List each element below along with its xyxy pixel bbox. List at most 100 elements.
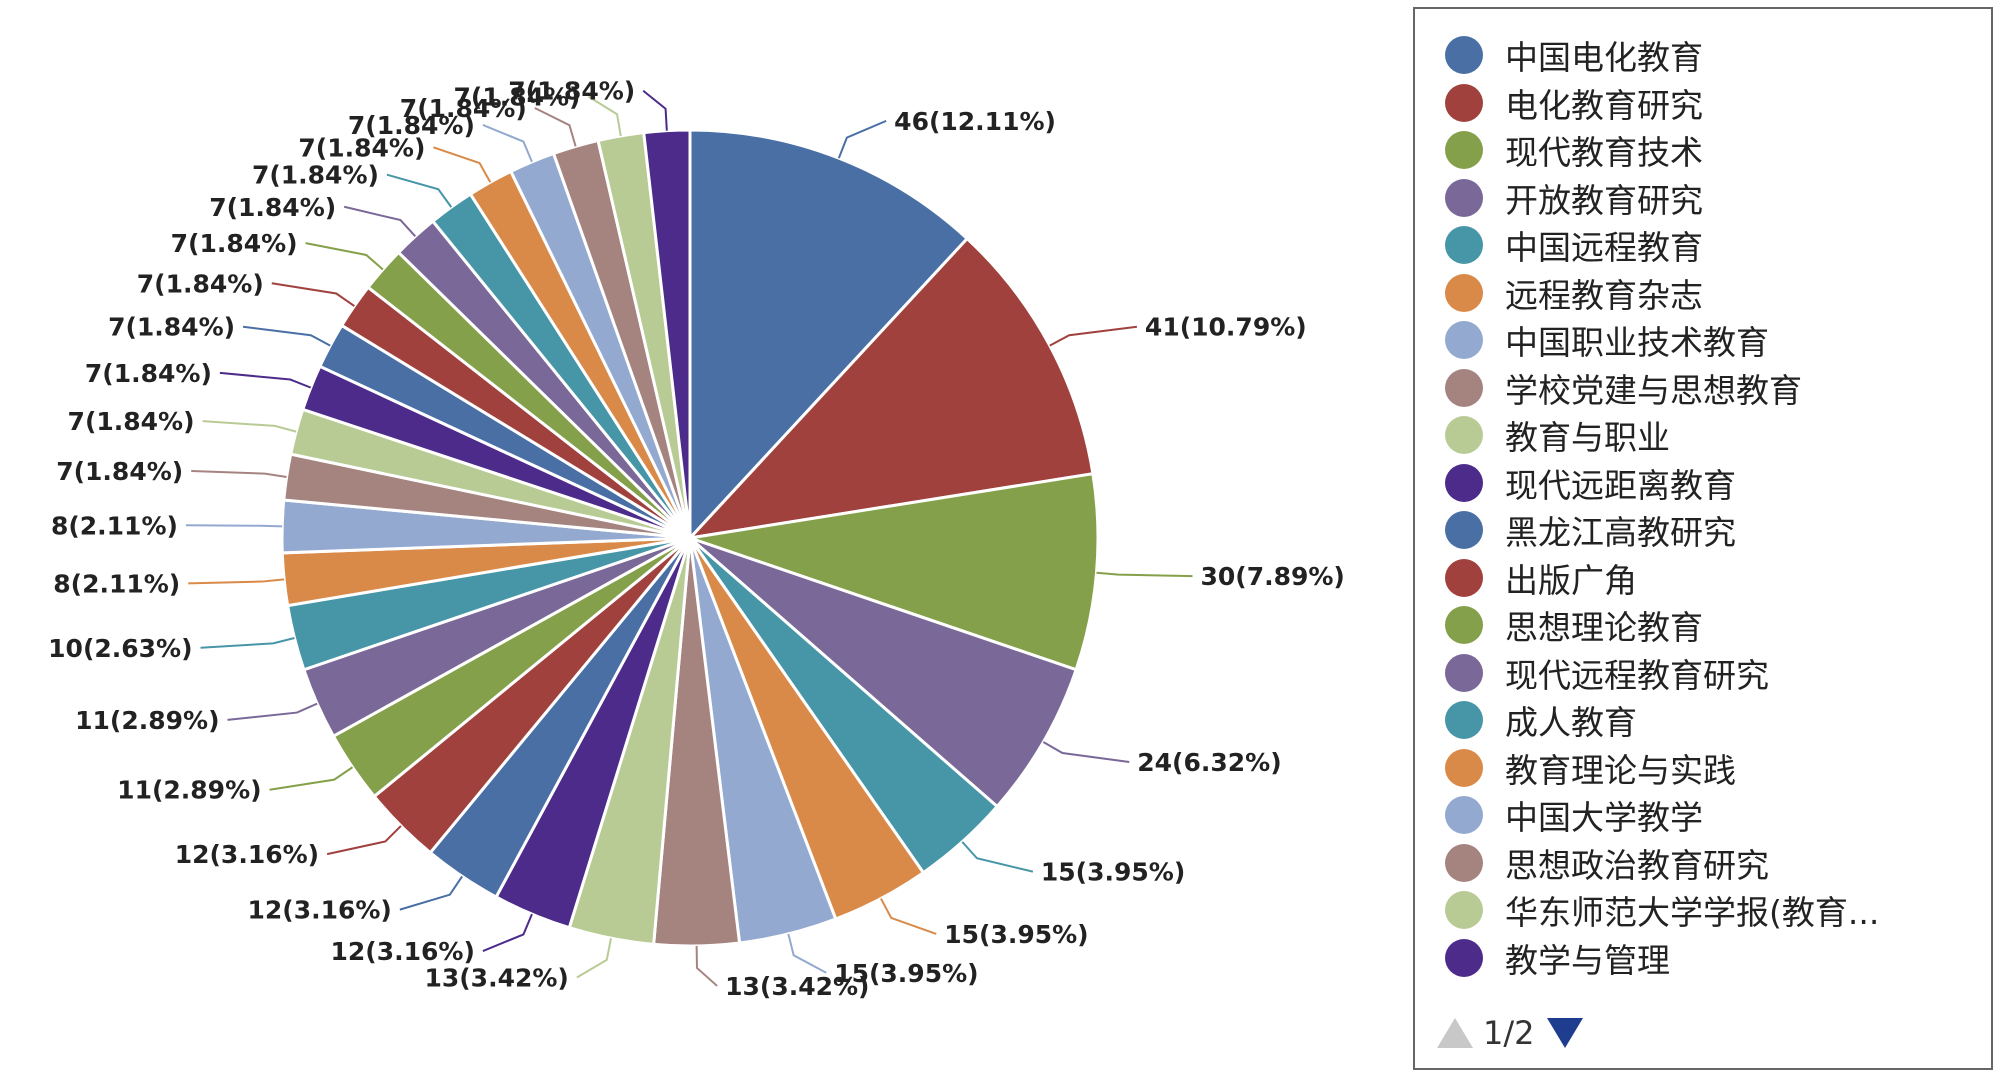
legend-item[interactable]: 现代教育技术 [1445, 128, 1703, 172]
legend-label: 中国大学教学 [1505, 798, 1703, 837]
legend-pager: 1/2 [1437, 1014, 1583, 1052]
slice-label: 7(1.84%) [68, 407, 195, 436]
slice-label: 8(2.11%) [53, 569, 180, 598]
legend-swatch-icon [1445, 131, 1483, 169]
slice-label: 7(1.84%) [108, 313, 235, 342]
leader-line [271, 282, 355, 307]
pie-slice[interactable] [685, 236, 1095, 541]
leader-line [961, 841, 1034, 873]
leader-line [185, 524, 283, 528]
slice-label: 13(3.42%) [725, 972, 869, 1001]
legend-label: 教学与管理 [1505, 940, 1670, 980]
leader-line [227, 702, 318, 721]
slice-label: 7(1.84%) [453, 82, 580, 111]
pie-slice[interactable] [688, 128, 970, 542]
legend-swatch-icon [1445, 748, 1483, 787]
slice-label: 24(6.32%) [1137, 748, 1281, 777]
legend-swatch-icon [1445, 83, 1483, 122]
leader-line [188, 578, 285, 585]
legend-label: 现代远距离教育 [1505, 465, 1736, 505]
legend-item[interactable]: 思想理论教育 [1445, 603, 1703, 647]
leader-line [326, 825, 402, 856]
slice-label: 7(1.84%) [171, 229, 298, 258]
slice-label: 10(2.63%) [48, 634, 192, 663]
legend-label: 电化教育研究 [1505, 85, 1703, 125]
slice-label: 15(3.95%) [1041, 858, 1185, 887]
legend: 中国电化教育 电化教育研究 现代教育技术 开放教育研究 中国远程教育 远程教育杂志 中国职业… [1413, 7, 1993, 1070]
legend-swatch-icon [1445, 368, 1483, 407]
legend-item[interactable]: 中国职业技术教育 [1445, 318, 1769, 362]
legend-label: 学校党建与思想教育 [1505, 370, 1802, 410]
legend-label: 思想政治教育研究 [1505, 845, 1769, 885]
legend-item[interactable]: 电化教育研究 [1445, 81, 1703, 125]
legend-item[interactable]: 成人教育 [1445, 698, 1637, 742]
slice-label: 12(3.16%) [247, 896, 391, 925]
slice-label: 7(1.84%) [508, 77, 635, 106]
leader-line [242, 325, 331, 347]
leader-line [386, 173, 453, 208]
page-up-icon[interactable] [1437, 1018, 1473, 1048]
legend-swatch-icon [1445, 891, 1483, 929]
leader-line [399, 875, 463, 911]
legend-label: 华东师范大学学报(教育... [1505, 893, 1880, 932]
legend-label: 黑龙江高教研究 [1505, 513, 1736, 552]
legend-item[interactable]: 远程教育杂志 [1445, 271, 1703, 315]
leader-line [1042, 741, 1130, 763]
slice-label: 13(3.42%) [424, 964, 568, 993]
legend-swatch-icon [1445, 796, 1483, 834]
leader-line [1049, 325, 1138, 347]
legend-item[interactable]: 中国电化教育 [1445, 33, 1703, 77]
leader-line [695, 945, 718, 987]
legend-label: 开放教育研究 [1505, 180, 1703, 220]
legend-swatch-icon [1445, 36, 1483, 74]
legend-item[interactable]: 开放教育研究 [1445, 176, 1703, 220]
legend-label: 中国电化教育 [1505, 38, 1703, 77]
leader-line [534, 107, 577, 147]
legend-item[interactable]: 华东师范大学学报(教育... [1445, 888, 1879, 932]
page-down-icon[interactable] [1546, 1018, 1583, 1048]
slice-label: 12(3.16%) [331, 937, 475, 966]
slice-label: 15(3.95%) [944, 920, 1088, 949]
leader-line [880, 898, 937, 935]
legend-label: 教育与职业 [1505, 418, 1670, 457]
slice-label: 15(3.95%) [834, 959, 978, 988]
legend-label: 现代教育技术 [1505, 133, 1703, 172]
legend-label: 出版广角 [1505, 560, 1637, 600]
leader-line [343, 205, 417, 238]
legend-item[interactable]: 思想政治教育研究 [1445, 841, 1769, 885]
leader-line [269, 766, 354, 791]
leader-line [219, 371, 312, 389]
slice-label: 8(2.11%) [51, 511, 178, 540]
legend-label: 成人教育 [1505, 703, 1637, 742]
leader-line [191, 469, 287, 478]
slice-labels: 46(12.11%) 41(10.79%) 30(7.89%) 24(6.32%) 15… [48, 77, 1345, 1001]
leader-line [837, 119, 887, 159]
legend-item[interactable]: 学校党建与思想教育 [1445, 366, 1802, 410]
legend-label: 教育理论与实践 [1505, 750, 1736, 790]
slice-label: 11(2.89%) [75, 706, 219, 735]
legend-item[interactable]: 中国大学教学 [1445, 793, 1703, 837]
legend-item[interactable]: 教育与职业 [1445, 413, 1670, 457]
slice-label: 7(1.84%) [209, 193, 336, 222]
legend-swatch-icon [1445, 511, 1483, 549]
slice-label: 41(10.79%) [1145, 313, 1307, 342]
pie-chart: 46(12.11%) 41(10.79%) 30(7.89%) 24(6.32%) 15… [48, 77, 1345, 1001]
pie-slices [280, 128, 1100, 948]
legend-item[interactable]: 现代远程教育研究 [1445, 651, 1769, 695]
leader-line [433, 146, 492, 183]
legend-label: 远程教育杂志 [1505, 275, 1703, 315]
slice-label: 11(2.89%) [117, 776, 261, 805]
slice-label: 7(1.84%) [298, 133, 425, 162]
legend-item[interactable]: 中国远程教育 [1445, 223, 1703, 267]
legend-swatch-icon [1445, 938, 1483, 977]
legend-label: 中国远程教育 [1505, 228, 1703, 267]
legend-item[interactable]: 黑龙江高教研究 [1445, 508, 1736, 552]
legend-item[interactable]: 出版广角 [1445, 556, 1637, 600]
leader-lines [185, 89, 1193, 987]
legend-item[interactable]: 教育理论与实践 [1445, 746, 1736, 790]
legend-item[interactable]: 教学与管理 [1445, 936, 1670, 980]
slice-label: 12(3.16%) [175, 840, 319, 869]
legend-item[interactable]: 现代远距离教育 [1445, 461, 1736, 505]
legend-label: 思想理论教育 [1505, 608, 1703, 647]
legend-swatch-icon [1445, 463, 1483, 502]
